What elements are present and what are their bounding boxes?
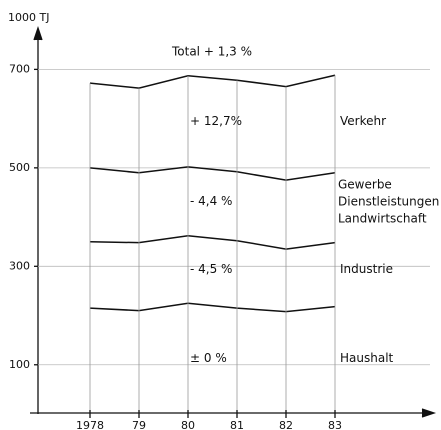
legend-label: Gewerbe Dienstleistungen Landwirtschaft xyxy=(338,177,439,225)
x-tick-label: 79 xyxy=(132,419,146,430)
x-tick-label: 82 xyxy=(279,419,293,430)
x-tick-label: 83 xyxy=(328,419,342,430)
x-arrow xyxy=(421,408,437,418)
series-annotation: ± 0 % xyxy=(190,351,227,365)
legend-label: Industrie xyxy=(340,262,393,276)
y-tick-label: 300 xyxy=(9,259,30,272)
chart-title: Total + 1,3 % xyxy=(171,45,252,59)
x-tick-label: 81 xyxy=(230,419,244,430)
series-annotation: + 12,7% xyxy=(190,114,242,128)
x-tick-label: 1978 xyxy=(76,419,104,430)
series-annotation: - 4,4 % xyxy=(190,194,232,208)
y-axis-label: 1000 TJ xyxy=(8,11,49,24)
y-arrow xyxy=(33,25,43,41)
y-tick-label: 700 xyxy=(9,62,30,75)
y-tick-label: 500 xyxy=(9,161,30,174)
x-tick-label: 80 xyxy=(181,419,195,430)
legend-label: Verkehr xyxy=(340,114,386,128)
y-tick-label: 100 xyxy=(9,358,30,371)
series-line xyxy=(89,235,336,250)
series-annotation: - 4,5 % xyxy=(190,262,232,276)
series-line xyxy=(89,166,336,181)
series-line xyxy=(89,302,336,313)
series-line xyxy=(89,74,336,89)
legend-label: Haushalt xyxy=(340,351,394,365)
